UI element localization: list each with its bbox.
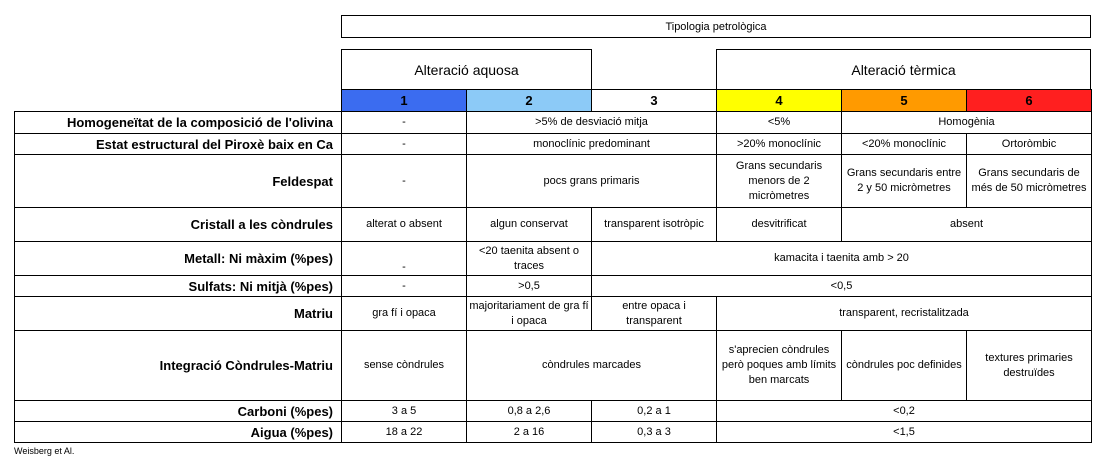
table-cell: Grans secundaris de més de 50 micròmetre… xyxy=(966,154,1092,208)
type-3: 3 xyxy=(591,89,717,112)
table-cell: gra fí i opaca xyxy=(341,296,467,331)
group-aquosa: Alteració aquosa xyxy=(341,49,592,90)
table-row: Estat estructural del Piroxè baix en Ca … xyxy=(14,133,1092,155)
table-row: Homogeneïtat de la composició de l'olivi… xyxy=(14,111,1092,134)
table-cell: absent xyxy=(841,207,1092,242)
row-label: Cristall a les còndrules xyxy=(14,207,342,242)
table-cell: textures primaries destruïdes xyxy=(966,330,1092,401)
table-cell: monoclínic predominant xyxy=(466,133,717,155)
table-cell: 18 a 22 xyxy=(341,421,467,443)
row-label: Estat estructural del Piroxè baix en Ca xyxy=(14,133,342,155)
row-label: Sulfats: Ni mitjà (%pes) xyxy=(14,275,342,297)
title-box: Tipologia petrològica xyxy=(341,15,1091,38)
table-cell: Ortoròmbic xyxy=(966,133,1092,155)
table-cell: >5% de desviació mitja xyxy=(466,111,717,134)
petrologic-table: 1 2 3 4 5 6 Homogeneïtat de la composici… xyxy=(14,89,1092,443)
table-cell: s'aprecien còndrules però poques amb lím… xyxy=(716,330,842,401)
row-label: Matriu xyxy=(14,296,342,331)
table-cell: transparent isotròpic xyxy=(591,207,717,242)
empty-corner xyxy=(15,90,342,112)
table-cell: Grans secundaris entre 2 y 50 micròmetre… xyxy=(841,154,967,208)
group-termica-label: Alteració tèrmica xyxy=(851,61,956,78)
row-label: Carboni (%pes) xyxy=(14,400,342,422)
type-6: 6 xyxy=(966,89,1092,112)
table-cell: <20 taenita absent o traces xyxy=(466,241,592,276)
table-cell: 0,2 a 1 xyxy=(591,400,717,422)
table-row: Matriu gra fí i opaca majoritariament de… xyxy=(14,296,1092,331)
table-title: Tipologia petrològica xyxy=(665,20,767,33)
table-cell: <5% xyxy=(716,111,842,134)
row-label: Feldespat xyxy=(14,154,342,208)
table-cell: 0,8 a 2,6 xyxy=(466,400,592,422)
table-cell: - xyxy=(341,154,467,208)
table-row: Integració Còndrules-Matriu sense còndru… xyxy=(14,330,1092,401)
table-cell: - xyxy=(341,111,467,134)
type-2: 2 xyxy=(466,89,592,112)
row-label: Metall: Ni màxim (%pes) xyxy=(14,241,342,276)
type-number-row: 1 2 3 4 5 6 xyxy=(15,89,1092,112)
row-label: Homogeneïtat de la composició de l'olivi… xyxy=(14,111,342,134)
group-termica: Alteració tèrmica xyxy=(716,49,1091,90)
table-cell: transparent, recristalitzada xyxy=(716,296,1092,331)
footnote: Weisberg et Al. xyxy=(14,446,75,456)
table-cell: majoritariament de gra fí i opaca xyxy=(466,296,592,331)
table-row: Feldespat - pocs grans primaris Grans se… xyxy=(14,154,1092,208)
table-row: Carboni (%pes) 3 a 5 0,8 a 2,6 0,2 a 1 <… xyxy=(14,400,1092,422)
group-aquosa-label: Alteració aquosa xyxy=(414,61,519,78)
table-cell: Homogènia xyxy=(841,111,1092,134)
table-cell: <20% monoclínic xyxy=(841,133,967,155)
table-cell: sense còndrules xyxy=(341,330,467,401)
table-cell: >0,5 xyxy=(466,275,592,297)
row-label: Aigua (%pes) xyxy=(14,421,342,443)
table-cell: còndrules marcades xyxy=(466,330,717,401)
table-cell: - xyxy=(341,275,467,297)
table-cell: pocs grans primaris xyxy=(466,154,717,208)
table-cell: entre opaca i transparent xyxy=(591,296,717,331)
table-cell: <0,2 xyxy=(716,400,1092,422)
table-row: Sulfats: Ni mitjà (%pes) - >0,5 <0,5 xyxy=(14,275,1092,297)
type-4: 4 xyxy=(716,89,842,112)
table-cell: <0,5 xyxy=(591,275,1092,297)
table-cell: >20% monoclínic xyxy=(716,133,842,155)
table-cell: desvitrificat xyxy=(716,207,842,242)
table-cell: <1,5 xyxy=(716,421,1092,443)
table-cell: - xyxy=(341,133,467,155)
table-row: Aigua (%pes) 18 a 22 2 a 16 0,3 a 3 <1,5 xyxy=(14,421,1092,443)
table-cell: 0,3 a 3 xyxy=(591,421,717,443)
table-cell: alterat o absent xyxy=(341,207,467,242)
table-cell: Grans secundaris menors de 2 micròmetres xyxy=(716,154,842,208)
table-cell: còndrules poc definides xyxy=(841,330,967,401)
type-1: 1 xyxy=(341,89,467,112)
type-5: 5 xyxy=(841,89,967,112)
table-cell: 2 a 16 xyxy=(466,421,592,443)
table-row: Metall: Ni màxim (%pes) - <20 taenita ab… xyxy=(14,241,1092,276)
table-cell: - xyxy=(341,241,467,276)
table-cell: kamacita i taenita amb > 20 xyxy=(591,241,1092,276)
table-cell: algun conservat xyxy=(466,207,592,242)
table-cell: 3 a 5 xyxy=(341,400,467,422)
row-label: Integració Còndrules-Matriu xyxy=(14,330,342,401)
table-row: Cristall a les còndrules alterat o absen… xyxy=(14,207,1092,242)
